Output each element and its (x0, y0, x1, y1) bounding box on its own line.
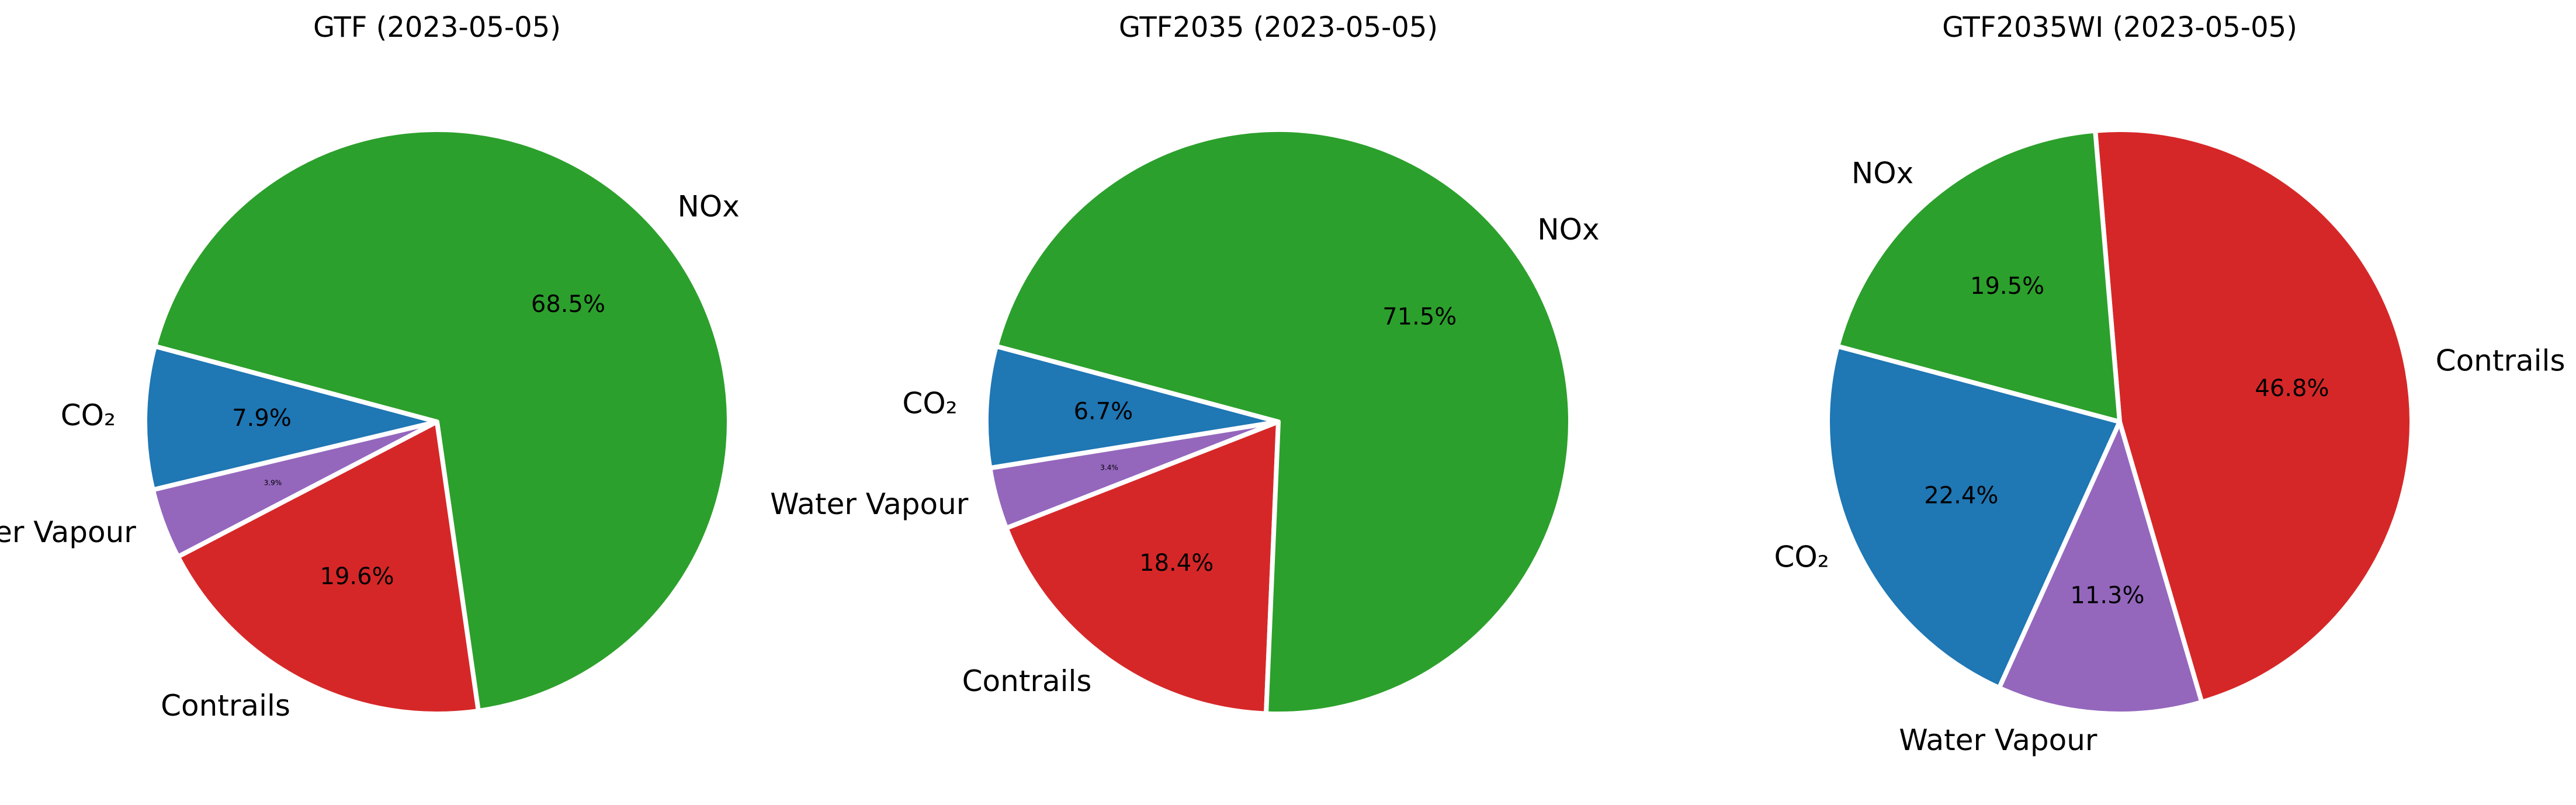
pie-slice-percent-label: 22.4% (1924, 482, 1998, 509)
pie-slice-label: CO₂ (1774, 540, 1829, 574)
pie-percent-labels: 6.7% 3.4% 18.4% 71.5% (1074, 303, 1457, 577)
pie-panel-1: GTF (2023-05-05) 7.9% 3.9% 19.6% 68.5% CO₂ W… (0, 11, 740, 723)
pie-slice-label: Contrails (161, 689, 290, 723)
pie-slice-percent-label: 3.9% (264, 479, 282, 487)
pie-slice-contrails (2093, 127, 2414, 705)
pie-slice-water-vapour (1996, 419, 2204, 716)
chart-title: GTF2035WI (2023-05-05) (1942, 11, 2297, 44)
pie-category-labels: CO₂ Water Vapour Contrails NOx (0, 190, 740, 723)
pie-slice-label: NOx (1852, 157, 1913, 190)
pie-wedges (1825, 127, 2414, 716)
pie-slice-co (1825, 343, 2122, 691)
pie-slice-contrails (175, 419, 481, 717)
pie-percent-labels: 7.9% 3.9% 19.6% 68.5% (232, 291, 605, 590)
pie-panel-2: GTF2035 (2023-05-05) 6.7%3.4%18.4%71.5% … (770, 11, 1600, 716)
pie-slice-percent-label: 19.6% (320, 563, 394, 590)
pie-slice-contrails (1004, 419, 1281, 716)
pie-slice-percent-label: 18.4% (1139, 550, 1214, 577)
pie-panel-3: GTF2035WI (2023-05-05) 22.4% 11.3% 46.8% 19… (1774, 11, 2565, 757)
pie-slice-percent-label: 68.5% (531, 291, 605, 318)
pie-slice-nox (1835, 128, 2122, 424)
pie-slice-percent-label: 71.5% (1382, 303, 1457, 330)
pie-category-labels: CO₂ Water Vapour Contrails NOx (1774, 157, 2565, 758)
pie-slice-label: Water Vapour (0, 515, 136, 549)
pie-slice-label: CO₂ (61, 398, 116, 432)
pie-slice-label: Water Vapour (770, 487, 969, 521)
pie-slice-percent-label: 19.5% (1970, 273, 2044, 300)
chart-title: GTF2035 (2023-05-05) (1119, 11, 1438, 44)
pie-slice-co (143, 343, 439, 492)
pie-slice-nox (152, 127, 731, 713)
pie-slice-co (984, 343, 1281, 471)
pie-wedges (984, 127, 1573, 716)
pie-wedges (143, 127, 731, 717)
pie-slice-percent-label: 3.4% (1100, 463, 1118, 471)
pie-slice-label: NOx (1537, 213, 1599, 247)
pie-slice-label: CO₂ (902, 386, 957, 420)
pie-category-labels: CO₂ Water Vapour Contrails NOx (770, 213, 1600, 698)
pie-slice-percent-label: 7.9% (232, 405, 292, 432)
chart-title: GTF (2023-05-05) (313, 11, 561, 44)
pie-slice-label: Contrails (2436, 344, 2565, 378)
pie-slice-label: Contrails (962, 664, 1092, 698)
pie-slice-percent-label: 11.3% (2070, 582, 2144, 609)
pie-slice-percent-label: 6.7% (1074, 398, 1133, 425)
pie-slice-percent-label: 46.8% (2255, 375, 2329, 402)
pie-slice-label: Water Vapour (1899, 723, 2097, 757)
pie-percent-labels: 22.4% 11.3% 46.8% 19.5% (1924, 273, 2329, 609)
pie-slice-nox (994, 127, 1573, 716)
pie-slice-label: NOx (677, 190, 739, 224)
